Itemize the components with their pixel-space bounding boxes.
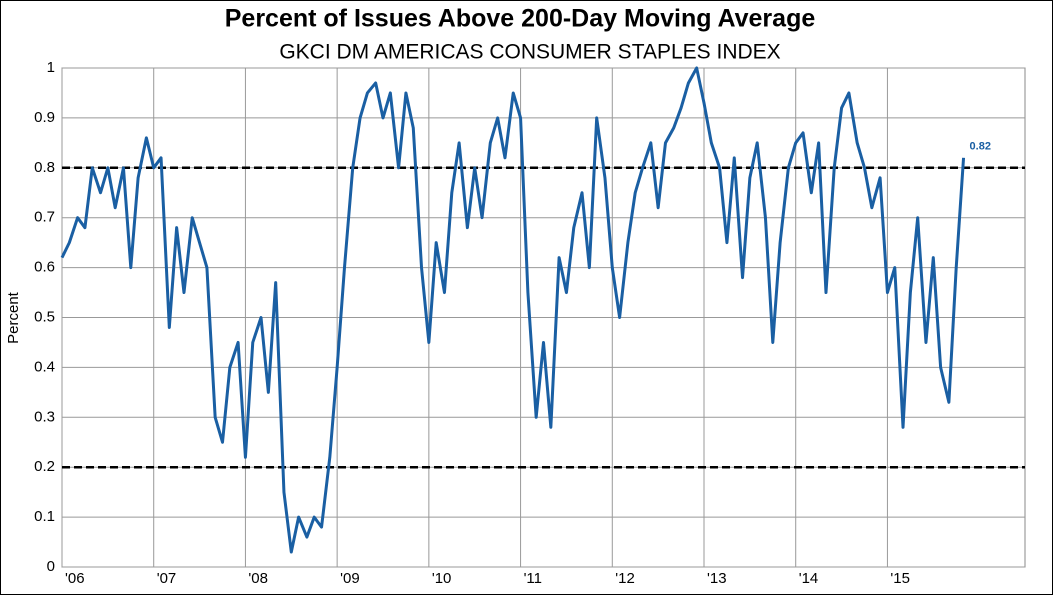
y-tick-label: 0.2 — [34, 458, 55, 475]
x-tick-label: '15 — [890, 570, 910, 587]
end-value-label: 0.82 — [970, 141, 991, 153]
chart-title: Percent of Issues Above 200-Day Moving A… — [225, 5, 816, 33]
x-tick-label: '08 — [248, 570, 268, 587]
y-tick-label: 0.1 — [34, 508, 55, 525]
y-tick-label: 0.7 — [34, 209, 55, 226]
x-tick-label: '10 — [432, 570, 452, 587]
y-tick-label: 0.9 — [34, 109, 55, 126]
x-tick-label: '09 — [340, 570, 360, 587]
x-tick-label: '12 — [615, 570, 635, 587]
y-tick-label: 0.8 — [34, 159, 55, 176]
x-tick-label: '07 — [157, 570, 177, 587]
x-tick-label: '13 — [707, 570, 727, 587]
y-tick-label: 0.3 — [34, 408, 55, 425]
x-tick-label: '11 — [524, 570, 542, 587]
y-axis-label: Percent — [5, 291, 22, 344]
data-line — [60, 66, 966, 554]
y-tick-label: 1 — [47, 59, 55, 76]
y-tick-label: 0.5 — [34, 308, 55, 325]
y-tick-label: 0.6 — [34, 259, 55, 276]
chart-subtitle: GKCI DM AMERICAS CONSUMER STAPLES INDEX — [279, 41, 780, 64]
y-tick-label: 0 — [47, 558, 55, 575]
x-tick-label: '06 — [65, 570, 85, 587]
x-tick-label: '14 — [799, 570, 819, 587]
y-tick-label: 0.4 — [34, 358, 55, 375]
